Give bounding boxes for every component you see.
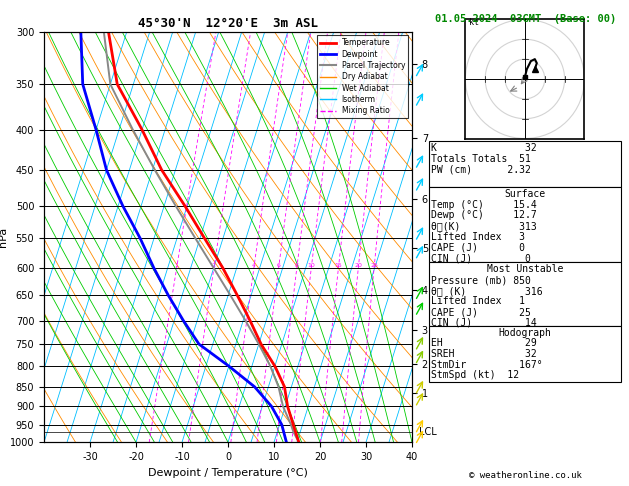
Text: kt: kt bbox=[469, 18, 479, 27]
Text: CIN (J)         14: CIN (J) 14 bbox=[431, 318, 537, 328]
Text: Pressure (mb) 850: Pressure (mb) 850 bbox=[431, 275, 532, 285]
Text: 8: 8 bbox=[295, 263, 299, 268]
X-axis label: Dewpoint / Temperature (°C): Dewpoint / Temperature (°C) bbox=[148, 468, 308, 478]
Text: 10: 10 bbox=[308, 263, 315, 268]
Text: 6: 6 bbox=[277, 263, 281, 268]
Text: 2: 2 bbox=[212, 263, 216, 268]
Text: 25: 25 bbox=[370, 263, 378, 268]
Text: θᴄ (K)          316: θᴄ (K) 316 bbox=[431, 286, 543, 296]
Text: LCL: LCL bbox=[419, 427, 437, 437]
Title: 45°30'N  12°20'E  3m ASL: 45°30'N 12°20'E 3m ASL bbox=[138, 17, 318, 31]
Text: Surface: Surface bbox=[504, 189, 545, 199]
Text: Lifted Index   1: Lifted Index 1 bbox=[431, 296, 525, 307]
Text: 01.05.2024  03GMT  (Base: 00): 01.05.2024 03GMT (Base: 00) bbox=[435, 14, 616, 24]
Text: Most Unstable: Most Unstable bbox=[487, 264, 563, 275]
Text: PW (cm)      2.32: PW (cm) 2.32 bbox=[431, 165, 532, 175]
Text: StmDir         167°: StmDir 167° bbox=[431, 360, 543, 370]
Y-axis label: km
ASL: km ASL bbox=[430, 228, 451, 246]
Text: CAPE (J)       25: CAPE (J) 25 bbox=[431, 307, 532, 317]
Y-axis label: hPa: hPa bbox=[0, 227, 8, 247]
Text: Dewp (°C)     12.7: Dewp (°C) 12.7 bbox=[431, 210, 537, 221]
Legend: Temperature, Dewpoint, Parcel Trajectory, Dry Adiabat, Wet Adiabat, Isotherm, Mi: Temperature, Dewpoint, Parcel Trajectory… bbox=[317, 35, 408, 118]
Text: K               32: K 32 bbox=[431, 143, 537, 154]
Text: Lifted Index   3: Lifted Index 3 bbox=[431, 232, 525, 242]
Text: θᴄ(K)          313: θᴄ(K) 313 bbox=[431, 221, 537, 231]
Text: 15: 15 bbox=[335, 263, 342, 268]
Text: 1: 1 bbox=[175, 263, 179, 268]
Text: Hodograph: Hodograph bbox=[498, 328, 552, 338]
Text: CAPE (J)       0: CAPE (J) 0 bbox=[431, 243, 525, 253]
Text: Temp (°C)     15.4: Temp (°C) 15.4 bbox=[431, 200, 537, 210]
Text: Totals Totals  51: Totals Totals 51 bbox=[431, 154, 532, 164]
Text: 4: 4 bbox=[252, 263, 256, 268]
Text: © weatheronline.co.uk: © weatheronline.co.uk bbox=[469, 471, 582, 480]
Text: 20: 20 bbox=[354, 263, 362, 268]
Text: EH              29: EH 29 bbox=[431, 338, 537, 348]
Text: CIN (J)         0: CIN (J) 0 bbox=[431, 253, 532, 263]
Text: SREH            32: SREH 32 bbox=[431, 349, 537, 359]
Text: StmSpd (kt)  12: StmSpd (kt) 12 bbox=[431, 370, 520, 381]
